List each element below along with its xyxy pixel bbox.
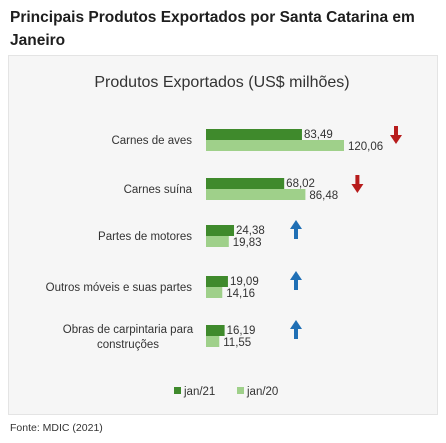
page-title: Principais Produtos Exportados por Santa… [10, 9, 415, 49]
category-labels: Carnes de aves Carnes suína Partes de moto… [46, 135, 194, 351]
bar-jan21 [206, 178, 285, 189]
arrow-up-icon [290, 271, 302, 290]
bar-jan21 [206, 129, 302, 140]
category-label: Partes de motores [98, 231, 192, 243]
arrow-up-icon [290, 320, 302, 339]
data-label-jan21: 19,09 [230, 276, 259, 288]
data-label-jan20: 11,55 [223, 337, 251, 349]
bar-jan20 [206, 336, 220, 347]
legend-swatch [237, 387, 244, 394]
category-label: Outros móveis e suas partes [46, 282, 193, 294]
arrow-down-icon [351, 175, 364, 193]
chart-title: Produtos Exportados (US$ milhões) [94, 74, 350, 91]
bar-jan21 [206, 325, 225, 336]
legend-swatch [174, 387, 181, 394]
trend-icons [290, 126, 402, 339]
bar-jan21 [206, 225, 235, 236]
legend-item: jan/21 [174, 386, 215, 398]
bar-jan20 [206, 236, 229, 247]
source-note: Fonte: MDIC (2021) [10, 422, 103, 434]
data-label-jan21: 16,19 [227, 325, 256, 337]
data-label-jan21: 68,02 [286, 178, 315, 190]
data-label-jan21: 83,49 [304, 129, 333, 141]
bar-jan20 [206, 287, 223, 298]
category-label: Obras de carpintaria para construções [63, 324, 194, 351]
category-label: Carnes suína [124, 184, 193, 196]
bar-jan20 [206, 189, 306, 200]
legend: jan/21 jan/20 [174, 386, 278, 398]
arrow-down-icon [390, 126, 402, 144]
legend-item: jan/20 [237, 386, 278, 398]
data-label-jan21: 24,38 [236, 225, 265, 237]
data-label-jan20: 19,83 [233, 237, 262, 249]
bar-jan20 [206, 140, 344, 151]
legend-label: jan/20 [246, 386, 278, 398]
data-label-jan20: 14,16 [226, 288, 255, 300]
data-label-jan20: 86,48 [309, 190, 338, 202]
bar-jan21 [206, 276, 228, 287]
arrow-up-icon [290, 220, 302, 239]
bars [206, 129, 344, 347]
legend-label: jan/21 [183, 386, 215, 398]
data-label-jan20: 120,06 [348, 141, 383, 153]
category-label: Carnes de aves [111, 135, 192, 147]
